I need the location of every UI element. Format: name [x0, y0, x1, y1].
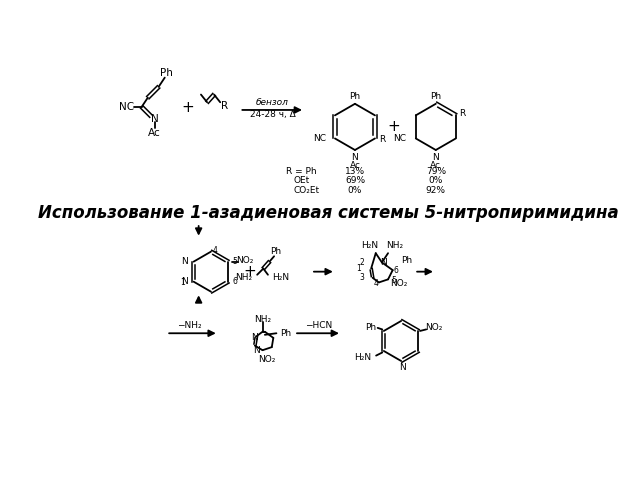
- Text: H₂N: H₂N: [361, 241, 378, 250]
- Text: N: N: [433, 153, 439, 162]
- Text: 3: 3: [360, 273, 364, 282]
- Text: 0%: 0%: [348, 186, 362, 194]
- Text: R: R: [379, 135, 385, 144]
- Text: N: N: [182, 277, 188, 286]
- Text: бензол: бензол: [256, 98, 289, 107]
- Text: Ac: Ac: [148, 128, 161, 138]
- Text: +: +: [243, 264, 256, 279]
- Text: 13%: 13%: [345, 167, 365, 176]
- Text: 5: 5: [232, 257, 237, 266]
- Text: NC: NC: [118, 102, 134, 112]
- Text: 4: 4: [373, 279, 378, 288]
- Text: 4: 4: [212, 246, 217, 255]
- Text: NH₂: NH₂: [236, 273, 253, 282]
- Text: CO₂Et: CO₂Et: [293, 186, 319, 194]
- Text: Ph: Ph: [270, 247, 281, 256]
- Text: N: N: [399, 363, 406, 372]
- Text: NC: NC: [313, 134, 326, 143]
- Text: 5: 5: [392, 276, 397, 286]
- Text: 0%: 0%: [429, 176, 443, 185]
- Text: N: N: [151, 114, 159, 124]
- Text: R: R: [460, 109, 466, 118]
- Text: N: N: [253, 346, 260, 355]
- Text: +: +: [387, 120, 400, 134]
- Text: NO₂: NO₂: [390, 279, 408, 288]
- Text: Ph: Ph: [430, 92, 442, 101]
- Text: Ac: Ac: [349, 161, 360, 170]
- Text: 2: 2: [360, 258, 364, 267]
- Text: 92%: 92%: [426, 186, 446, 194]
- Text: 79%: 79%: [426, 167, 446, 176]
- Text: NH₂: NH₂: [386, 241, 403, 250]
- Text: OEt: OEt: [293, 176, 310, 185]
- Text: N: N: [252, 334, 258, 342]
- Text: Ph: Ph: [280, 329, 291, 338]
- Text: 1: 1: [356, 264, 361, 273]
- Text: Ph: Ph: [160, 68, 173, 78]
- Text: Использование 1-азадиеновая системы 5-нитропиримидина: Использование 1-азадиеновая системы 5-ни…: [38, 204, 618, 222]
- Text: 69%: 69%: [345, 176, 365, 185]
- Text: R: R: [221, 101, 228, 111]
- Text: −NH₂: −NH₂: [177, 321, 202, 330]
- Text: H₂N: H₂N: [273, 273, 290, 282]
- Text: N: N: [351, 153, 358, 162]
- Text: Ac: Ac: [430, 161, 442, 170]
- Text: Ph: Ph: [401, 256, 412, 265]
- Text: NH₂: NH₂: [254, 315, 271, 324]
- Text: N: N: [380, 258, 387, 267]
- Text: 6: 6: [232, 277, 237, 286]
- Text: −HCN: −HCN: [305, 321, 332, 330]
- Text: NO₂: NO₂: [259, 355, 276, 364]
- Text: 24-28 ч, Δ: 24-28 ч, Δ: [250, 110, 296, 119]
- Text: 6: 6: [394, 265, 398, 275]
- Text: +: +: [182, 100, 194, 115]
- Text: R = Ph: R = Ph: [285, 167, 316, 176]
- Text: 1: 1: [180, 278, 185, 287]
- Text: N: N: [182, 257, 188, 266]
- Text: Ph: Ph: [349, 92, 360, 101]
- Text: NO₂: NO₂: [237, 256, 254, 264]
- Text: NO₂: NO₂: [425, 324, 443, 332]
- Text: H₂N: H₂N: [355, 353, 371, 361]
- Text: NC: NC: [394, 134, 406, 143]
- Text: Ph: Ph: [365, 324, 376, 332]
